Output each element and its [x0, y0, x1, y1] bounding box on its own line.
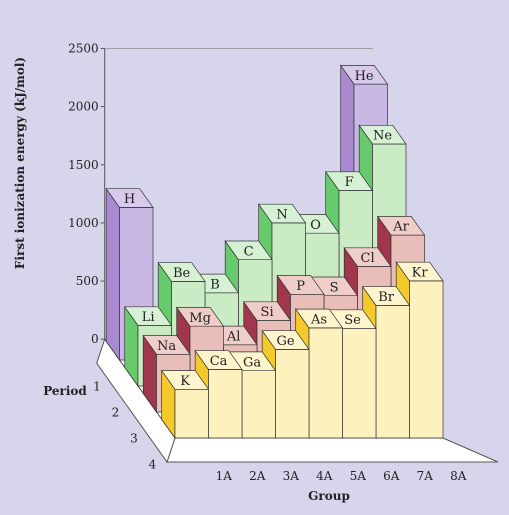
element-label-si: Si: [261, 305, 274, 320]
bar-top-face: [124, 306, 173, 326]
bar-front-face: [208, 369, 243, 439]
element-label-ne: Ne: [373, 129, 392, 144]
bar-front-face: [241, 370, 276, 439]
bar-top-face: [343, 247, 392, 267]
element-label-al: Al: [226, 329, 241, 344]
element-label-ca: Ca: [210, 354, 228, 369]
element-label-ge: Ge: [277, 334, 295, 349]
bar-top-face: [358, 124, 407, 145]
element-label-cl: Cl: [361, 251, 375, 266]
chart-axes: [100, 47, 373, 340]
element-label-ga: Ga: [243, 355, 261, 370]
element-label-h: H: [124, 192, 135, 207]
y-tick-label: 2500: [68, 41, 99, 55]
bar-top-face: [258, 203, 307, 224]
group-axis-title: Group: [308, 489, 350, 503]
period-tick-label: 2: [112, 405, 120, 419]
bar-front-face: [275, 349, 310, 439]
element-label-mg: Mg: [189, 311, 211, 326]
element-label-as: As: [310, 313, 327, 328]
bar-front-face: [375, 305, 410, 439]
chart-bars: He H Ne F O N C B Be Li Ar Cl S P Si Al Mg Na Kr Br Se As Ge Ga…: [105, 64, 444, 440]
y-tick-label: 1000: [68, 216, 99, 230]
group-tick-label: 8A: [450, 469, 467, 483]
element-label-c: C: [244, 244, 254, 259]
bar-top-face: [276, 275, 325, 295]
period-tick-label: 3: [130, 431, 138, 445]
y-tick-label: 0: [91, 332, 99, 346]
group-tick-label: 4A: [316, 469, 333, 483]
element-label-o: O: [310, 218, 321, 233]
period-axis-title: Period: [43, 384, 87, 398]
bar-top-face: [395, 261, 444, 282]
bar-front-face: [342, 328, 377, 439]
bar-k: K: [161, 369, 210, 440]
bar-front-face: [308, 327, 343, 439]
group-tick-label: 1A: [216, 469, 233, 483]
bar-top-face: [176, 307, 225, 327]
bar-top-face: [161, 370, 210, 390]
bar-top-face: [362, 286, 411, 306]
period-tick-label: 4: [149, 457, 157, 471]
floor-front-strip: [166, 437, 499, 463]
group-tick-label: 7A: [417, 469, 434, 483]
element-label-he: He: [355, 69, 374, 84]
bar-top-face: [157, 262, 206, 282]
y-tick-label: 2000: [68, 100, 99, 114]
bar-top-face: [295, 308, 344, 329]
group-tick-label: 6A: [383, 469, 400, 483]
bar-top-face: [142, 335, 191, 355]
element-label-li: Li: [142, 310, 155, 325]
bar-top-face: [325, 171, 374, 191]
element-label-kr: Kr: [412, 266, 429, 281]
element-label-n: N: [276, 208, 287, 223]
element-label-be: Be: [173, 266, 191, 281]
period-tick-label: 1: [93, 379, 101, 393]
element-label-p: P: [296, 279, 305, 294]
group-tick-label: 5A: [350, 469, 367, 483]
bar-top-face: [105, 188, 154, 208]
bar-ca: Ca: [194, 349, 243, 440]
bar-front-face: [409, 280, 444, 439]
element-label-na: Na: [157, 339, 176, 354]
element-label-s: S: [330, 280, 339, 295]
group-tick-label: 2A: [249, 469, 266, 483]
element-label-ar: Ar: [392, 220, 409, 235]
y-axis-title: First ionization energy (kJ/mol): [13, 57, 27, 269]
group-tick-label: 3A: [283, 469, 300, 483]
chart-labels: 0 500 1000 1500 2000 2500 First ionization ene…: [13, 41, 467, 503]
element-label-f: F: [345, 175, 354, 190]
bar-side-face: [105, 187, 120, 362]
element-label-se: Se: [344, 313, 361, 328]
bar-front-face: [174, 388, 209, 439]
bar-top-face: [243, 301, 292, 321]
bar-top-face: [377, 216, 426, 236]
bar-top-face: [194, 350, 243, 370]
y-tick-label: 500: [76, 274, 99, 288]
y-tick-label: 1500: [68, 158, 99, 172]
bar-top-face: [340, 65, 389, 85]
bar-top-face: [224, 240, 273, 261]
bar-top-face: [261, 330, 310, 350]
element-label-br: Br: [378, 290, 395, 305]
element-label-k: K: [180, 374, 190, 389]
element-label-b: B: [210, 277, 220, 292]
